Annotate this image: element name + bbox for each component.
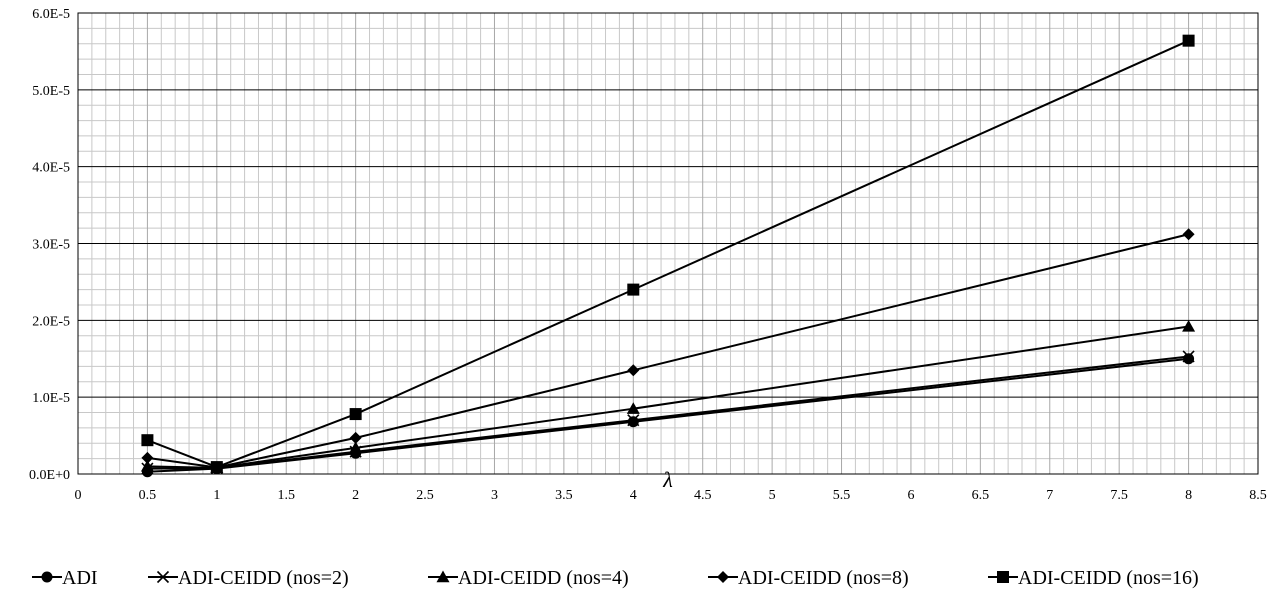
tick-labels: 0 0.5 1 1.5 2 2.5 3 3.5 4 4.5 5 5.5 6 6.5 7 7.5 8 8.5 0.0E…: [29, 7, 1267, 503]
data-point-triangle: [349, 441, 363, 454]
data-point-triangle: [626, 402, 640, 414]
x-tick-label: 2: [352, 488, 359, 503]
y-tick-label: 6.0E-5: [32, 7, 70, 22]
data-point-triangle: [1182, 319, 1196, 332]
data-point-circle: [627, 416, 639, 428]
x-tick-label: 0: [75, 488, 82, 503]
x-tick-label: 4.5: [694, 488, 712, 503]
data-point-square: [141, 434, 154, 447]
y-tick-label: 3.0E-5: [32, 238, 70, 253]
data-point-square: [1182, 34, 1195, 47]
x-tick-label: 8.5: [1249, 488, 1267, 503]
x-tick-label: 2.5: [416, 488, 434, 503]
legend-marker-diamond: [717, 571, 729, 583]
y-tick-label: 4.0E-5: [32, 161, 70, 176]
x-tick-label: 1: [213, 488, 220, 503]
data-point-square: [627, 283, 640, 296]
data-point-diamond: [141, 451, 154, 464]
legend-label: ADI-CEIDD (nos=16): [1018, 567, 1199, 589]
data-point-diamond: [627, 364, 640, 377]
legend-label: ADI-CEIDD (nos=2): [178, 567, 349, 589]
legend-label: ADI-CEIDD (nos=4): [458, 567, 629, 589]
data-point-diamond: [349, 431, 362, 444]
x-tick-label: 6.5: [972, 488, 990, 503]
legend: ADI ADI-CEIDD (nos=2) ADI-CEIDD (nos=4) ADI…: [32, 567, 1199, 589]
data-point-x: [1182, 350, 1195, 363]
x-tick-label: 1.5: [277, 488, 295, 503]
legend-marker-triangle: [436, 570, 450, 583]
x-tick-label: 6: [907, 488, 914, 503]
legend-label: ADI-CEIDD (nos=8): [738, 567, 909, 589]
data-point-diamond: [1182, 228, 1195, 241]
x-tick-label: 3: [491, 488, 498, 503]
x-axis-title: λ: [662, 467, 673, 492]
legend-label: ADI: [62, 567, 98, 589]
x-tick-label: 7: [1046, 488, 1053, 503]
x-tick-label: 4: [630, 488, 637, 503]
legend-marker-square: [997, 571, 1009, 583]
legend-marker-x: [156, 570, 170, 584]
axes: [77, 12, 1259, 475]
y-tick-label: 5.0E-5: [32, 84, 70, 99]
x-tick-label: 5.5: [833, 488, 851, 503]
y-tick-label: 0.0E+0: [29, 468, 70, 483]
x-tick-label: 8: [1185, 488, 1192, 503]
legend-marker-circle: [41, 571, 53, 583]
y-tick-label: 1.0E-5: [32, 391, 70, 406]
data-point-square: [349, 408, 362, 421]
data-point-circle: [1183, 353, 1195, 365]
data-point-x: [627, 414, 640, 427]
grid: [78, 12, 1258, 474]
x-tick-label: 5: [769, 488, 776, 503]
x-tick-label: 0.5: [139, 488, 157, 503]
series-group: [140, 34, 1196, 478]
y-tick-label: 2.0E-5: [32, 314, 70, 329]
plot-border: [77, 12, 1259, 475]
data-point-triangle: [140, 459, 154, 472]
data-point-square: [210, 461, 223, 474]
x-tick-label: 7.5: [1110, 488, 1128, 503]
x-tick-label: 3.5: [555, 488, 573, 503]
